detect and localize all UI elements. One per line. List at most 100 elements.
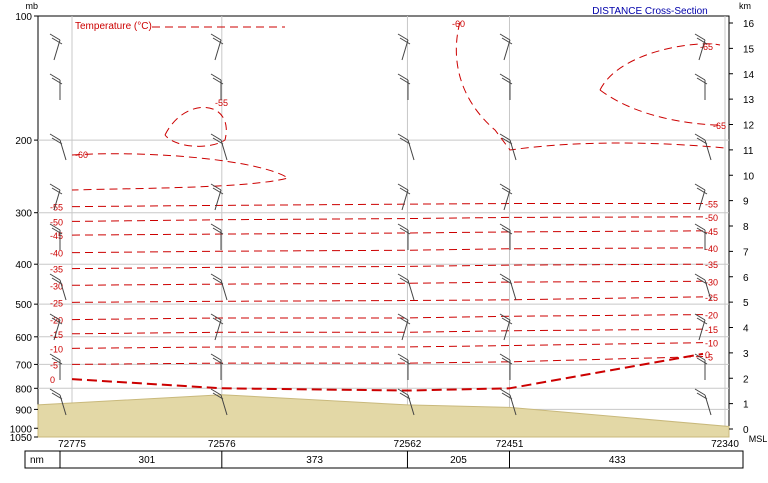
- isotherm-lines: 00-5-5-10-10-15-15-20-20-25-25-30-30-35-…: [50, 19, 726, 392]
- wind-barb: [696, 392, 708, 400]
- wind-barb: [49, 223, 61, 231]
- station-axis: 72775 72576 72562 72451 72340: [58, 439, 739, 450]
- terrain-fill: [37, 394, 730, 438]
- isotherm-loop: [164, 107, 227, 147]
- isotherm-label: -40: [705, 244, 718, 254]
- wind-barb: [399, 37, 411, 45]
- wind-barb: [210, 313, 222, 321]
- isotherm-label: -35: [50, 265, 63, 275]
- distance-unit-label: nm: [30, 455, 44, 466]
- isotherm-label: -65: [713, 121, 726, 131]
- wind-barb: [214, 319, 222, 341]
- wind-barb: [499, 73, 511, 81]
- wind-barb: [694, 353, 706, 361]
- segment-value: 301: [139, 455, 156, 466]
- isotherm-label: -15: [50, 330, 63, 340]
- segment-value: 205: [450, 455, 467, 466]
- wind-barb: [696, 187, 708, 195]
- left-tick-label: 100: [15, 12, 32, 23]
- station-label: 72451: [496, 439, 524, 450]
- wind-barb: [698, 189, 706, 211]
- left-tick-label: 500: [15, 300, 32, 311]
- wind-barb: [694, 133, 706, 141]
- wind-barb: [51, 137, 63, 145]
- wind-barb: [53, 319, 61, 341]
- isotherm-label: -35: [705, 260, 718, 270]
- wind-barb: [49, 33, 61, 41]
- right-tick-label: 2: [743, 374, 749, 385]
- wind-barb: [397, 33, 409, 41]
- wind-barb: [696, 227, 708, 235]
- wind-barb: [499, 33, 511, 41]
- station-label: 72775: [58, 439, 86, 450]
- left-tick-label: 700: [15, 360, 32, 371]
- isotherm-label: -10: [50, 344, 63, 354]
- wind-barb: [499, 313, 511, 321]
- wind-barb: [210, 388, 222, 396]
- wind-barb: [210, 133, 222, 141]
- wind-barb: [51, 392, 63, 400]
- wind-barb: [210, 73, 222, 81]
- wind-barb: [397, 353, 409, 361]
- wind-barb: [503, 319, 511, 341]
- wind-barb: [51, 77, 63, 85]
- wind-barb: [49, 313, 61, 321]
- wind-barb: [212, 357, 224, 365]
- wind-barb: [214, 39, 222, 61]
- wind-barb: [501, 277, 513, 285]
- right-tick-label: 10: [743, 171, 755, 182]
- isotherm-label: 0: [50, 375, 55, 385]
- wind-barb: [212, 77, 224, 85]
- right-tick-label: 16: [743, 19, 755, 30]
- isotherm-line: [71, 153, 290, 191]
- left-tick-label: 600: [15, 333, 32, 344]
- isotherm-label: -55: [50, 203, 63, 213]
- wind-barb: [499, 388, 511, 396]
- wind-barb: [499, 133, 511, 141]
- right-tick-label: 15: [743, 44, 755, 55]
- isotherm-line: [71, 352, 704, 392]
- wind-barb: [51, 317, 63, 325]
- isotherm-label: -25: [705, 293, 718, 303]
- isotherm-label: -30: [50, 281, 63, 291]
- wind-barb: [49, 353, 61, 361]
- wind-barb: [499, 183, 511, 191]
- wind-barb: [503, 39, 511, 61]
- wind-barb: [399, 227, 411, 235]
- wind-barb: [49, 273, 61, 281]
- isotherm-label: -55: [215, 98, 228, 108]
- wind-barb: [694, 33, 706, 41]
- station-label: 72340: [711, 439, 739, 450]
- isotherm-label: -60: [452, 19, 465, 29]
- wind-barb: [212, 137, 224, 145]
- segment-value: 373: [306, 455, 323, 466]
- wind-barb: [501, 357, 513, 365]
- isotherm-label: -45: [50, 231, 63, 241]
- isotherm-label: -10: [705, 339, 718, 349]
- left-tick-label: 1000: [10, 424, 33, 435]
- wind-barb: [698, 319, 706, 341]
- wind-barb: [49, 73, 61, 81]
- wind-barb: [696, 137, 708, 145]
- wind-barb: [399, 277, 411, 285]
- wind-barb: [49, 388, 61, 396]
- isotherm-label: 0: [705, 350, 710, 360]
- wind-barb: [397, 273, 409, 281]
- wind-barb: [694, 273, 706, 281]
- isotherm-label: -55: [705, 200, 718, 210]
- wind-barb: [212, 37, 224, 45]
- isotherm-label: -20: [705, 311, 718, 321]
- right-tick-label: 7: [743, 247, 749, 258]
- wind-barb: [501, 37, 513, 45]
- wind-barb: [51, 187, 63, 195]
- wind-barb: [212, 317, 224, 325]
- wind-barb: [49, 183, 61, 191]
- right-tick-label: 12: [743, 121, 755, 132]
- left-tick-label: 300: [15, 209, 32, 220]
- distance-segments: 301 373 205 433: [139, 451, 626, 468]
- right-tick-label: 8: [743, 222, 749, 233]
- wind-barb: [696, 37, 708, 45]
- wind-barbs: [49, 33, 712, 416]
